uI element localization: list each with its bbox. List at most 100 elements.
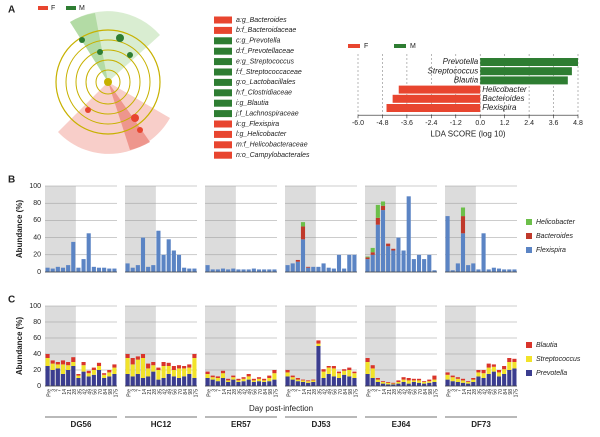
bar-segment [316, 266, 321, 272]
bar-segment [416, 378, 422, 381]
bar-segment [146, 363, 151, 369]
bar-segment [331, 368, 336, 377]
bar-segment [512, 362, 517, 369]
x-tick-label: Pre [46, 389, 52, 397]
bar-segment [220, 378, 226, 386]
bar-segment [130, 358, 135, 365]
bar-segment [471, 263, 476, 272]
bar-segment [140, 358, 146, 378]
x-tick-label: 35 [317, 389, 323, 395]
bar-segment [215, 376, 220, 378]
baseline-shade [45, 186, 76, 272]
bar-segment [182, 267, 187, 272]
bar-segment [246, 376, 251, 380]
bar-segment [476, 370, 481, 373]
bar-segment [326, 367, 331, 374]
bar-segment [347, 376, 352, 386]
bar-segment [295, 378, 300, 380]
x-tick-label: 175 [193, 389, 199, 398]
bar-segment [272, 370, 277, 374]
taxon-swatch [214, 110, 232, 118]
x-tick-label: 3 [452, 389, 458, 392]
bar-segment [306, 381, 311, 383]
bar-segment [55, 364, 60, 369]
bar-segment [316, 343, 321, 346]
x-tick-label: 14 [62, 389, 68, 395]
taxon-swatch [214, 141, 232, 149]
taxon-label: a:g_Bacteroides [236, 17, 287, 24]
taxon-label: d:f_Prevotellaceae [236, 48, 294, 55]
bar-segment [450, 375, 455, 378]
bar-segment [466, 265, 471, 272]
bar-segment [295, 261, 300, 272]
bar-segment [391, 382, 396, 384]
x-tick-label: 28 [392, 389, 398, 395]
taxon-label: c:g_Prevotella [236, 38, 280, 45]
bar-segment [427, 254, 432, 272]
bar-segment [246, 374, 251, 377]
taxon-swatch [214, 47, 232, 55]
bar-segment [246, 269, 251, 272]
bar-segment [326, 374, 331, 386]
bar-segment [267, 378, 272, 382]
bar-segment [496, 268, 502, 272]
taxon-label: k:g_Flexispira [236, 121, 279, 128]
legend-swatch [526, 219, 532, 225]
bar-segment [112, 367, 117, 374]
bar-segment [311, 382, 316, 386]
x-tick-label: 42 [402, 389, 408, 395]
bar-segment [156, 230, 161, 272]
bar-segment [445, 372, 450, 375]
x-tick-label: 28 [232, 389, 238, 395]
taxon-label: n:o_Campylobacterales [236, 152, 310, 159]
bar-segment [96, 362, 102, 366]
bar-segment [192, 358, 197, 378]
legend-swatch [38, 6, 48, 10]
taxon-swatch [214, 99, 232, 107]
taxon-swatch [214, 151, 232, 159]
bar-segment [107, 372, 112, 377]
bar-segment [107, 268, 112, 272]
bar-segment [486, 367, 491, 374]
x-tick-label: 49 [408, 389, 414, 395]
x-tick-label: 21 [147, 389, 153, 395]
taxon-label: g:o_Lactobacillales [236, 79, 296, 86]
x-tick-label: 21 [387, 389, 393, 395]
bar-segment [460, 216, 466, 234]
bar-segment [231, 377, 236, 380]
bar [398, 85, 481, 94]
bar-segment [50, 363, 55, 370]
bar-segment [306, 267, 311, 272]
taxon-label: b:f_Bacteroidaceae [236, 27, 296, 34]
bar-segment [380, 381, 386, 382]
x-tick-label: 35 [397, 389, 403, 395]
x-tick-label: 56 [413, 389, 419, 395]
legend-swatch [526, 247, 532, 253]
x-tick-label: 84 [503, 389, 509, 395]
bar-segment [272, 373, 277, 380]
bar-segment [306, 380, 311, 382]
bar-segment [151, 371, 156, 386]
taxon-label: f:f_Streptococcaceae [236, 69, 302, 76]
bar-segment [231, 379, 236, 386]
bar-segment [55, 266, 60, 272]
bar-segment [316, 346, 321, 386]
bar-segment [375, 379, 380, 382]
bar-segment [251, 380, 256, 382]
bar-segment [135, 356, 140, 360]
bar-segment [45, 267, 50, 272]
bar [480, 67, 572, 76]
y-axis-label: Abundance (%) [15, 317, 24, 376]
bar-segment [406, 196, 411, 272]
bar-segment [236, 380, 241, 382]
bar-segment [321, 263, 326, 272]
bar-segment [365, 362, 370, 374]
legend-label: Prevotella [536, 370, 567, 377]
bar-segment [205, 378, 210, 386]
bar-segment [342, 374, 347, 386]
taxon-swatch [214, 78, 232, 86]
bar-segment [272, 379, 277, 386]
x-tick-label: 21 [67, 389, 73, 395]
taxon-label: e:g_Streptococcus [236, 58, 294, 65]
x-tick-label: 84 [183, 389, 189, 395]
